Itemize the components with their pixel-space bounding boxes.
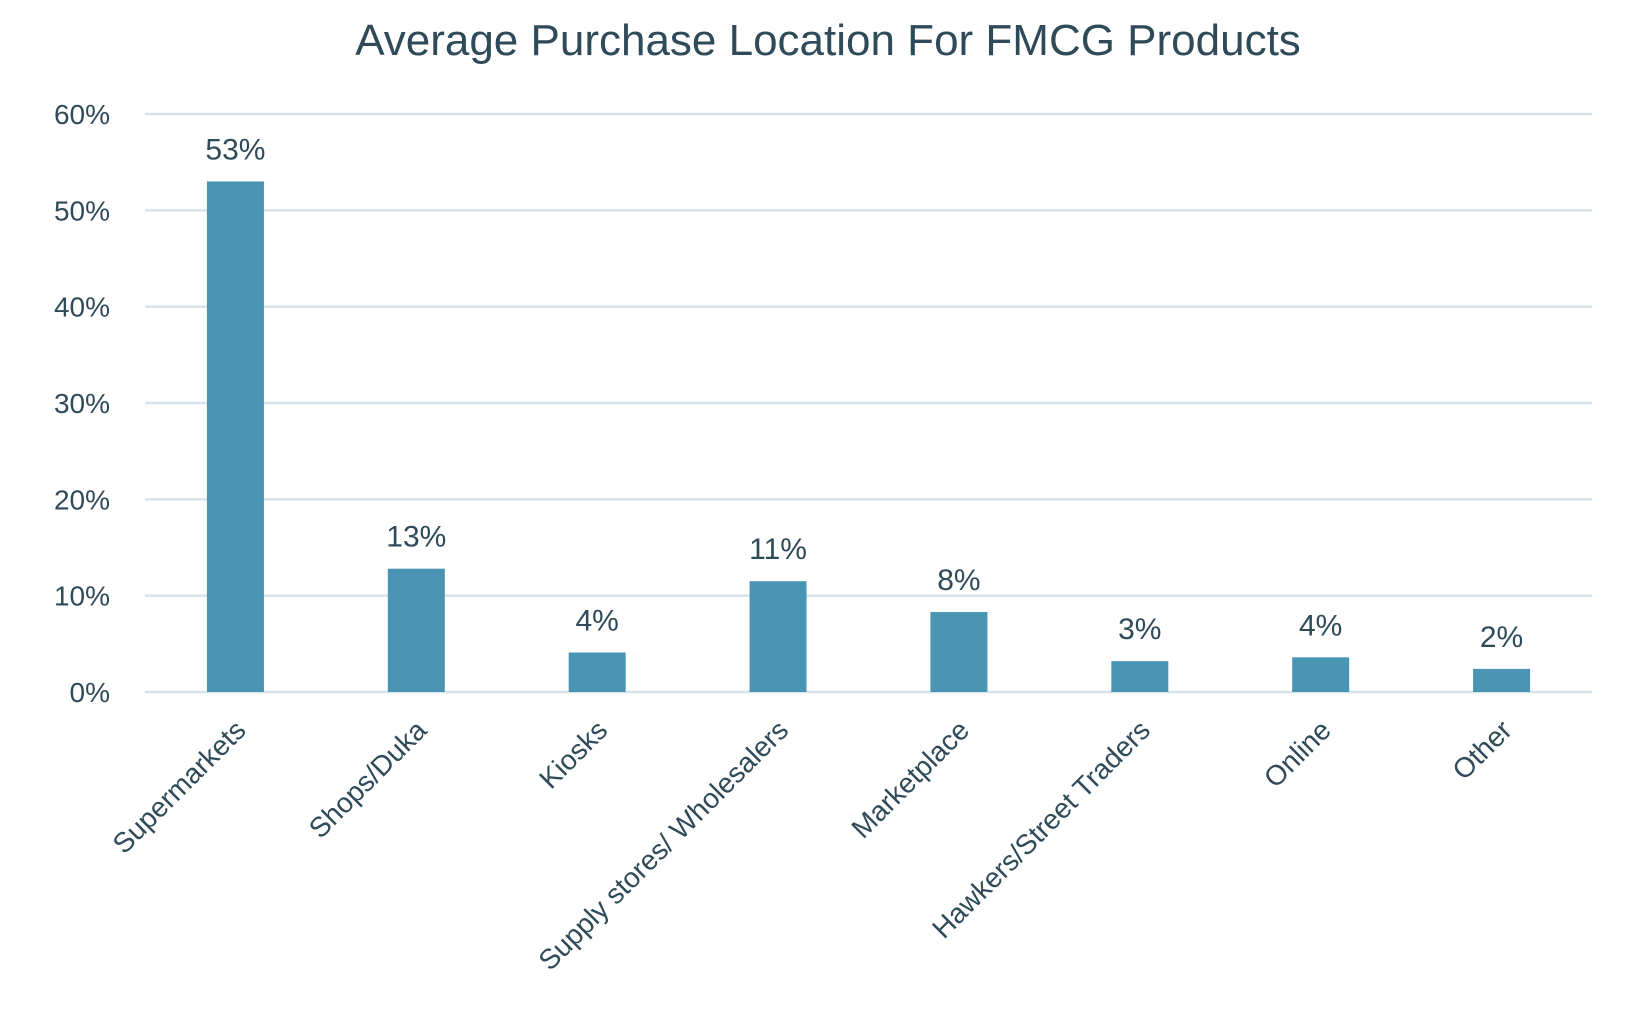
- y-tick-label: 10%: [54, 581, 110, 612]
- bar: [568, 652, 626, 692]
- x-tick-label: Other: [1446, 714, 1517, 785]
- data-label: 2%: [1480, 621, 1523, 654]
- y-axis-ticks: 0% 10% 20% 30% 40% 50% 60%: [54, 99, 110, 708]
- bar: [1111, 661, 1169, 692]
- data-label: 4%: [576, 605, 619, 638]
- data-label: 8%: [937, 564, 980, 597]
- gridlines: [145, 112, 1592, 694]
- y-tick-label: 50%: [54, 195, 110, 226]
- y-tick-label: 60%: [54, 99, 110, 130]
- data-labels: 53% 13% 4% 11% 8% 3% 4% 2%: [205, 133, 1523, 653]
- y-tick-label: 20%: [54, 484, 110, 515]
- y-tick-label: 0%: [70, 677, 110, 708]
- bar: [206, 181, 264, 692]
- bar: [1473, 668, 1531, 692]
- bar: [387, 568, 445, 692]
- x-tick-label: Marketplace: [845, 714, 975, 844]
- bar: [749, 581, 807, 692]
- x-tick-label: Online: [1258, 714, 1337, 793]
- bars: [206, 181, 1531, 692]
- x-tick-label: Shops/Duka: [303, 714, 433, 844]
- y-tick-label: 30%: [54, 388, 110, 419]
- data-label: 4%: [1299, 609, 1342, 642]
- chart-title: Average Purchase Location For FMCG Produ…: [355, 16, 1301, 65]
- data-label: 13%: [386, 521, 446, 554]
- x-tick-label: Kiosks: [533, 714, 613, 794]
- data-label: 11%: [749, 533, 807, 566]
- x-tick-label: Supermarkets: [107, 714, 252, 859]
- bar: [1292, 657, 1350, 692]
- data-label: 53%: [205, 133, 265, 166]
- bar: [930, 612, 988, 692]
- y-tick-label: 40%: [54, 292, 110, 323]
- data-label: 3%: [1118, 613, 1161, 646]
